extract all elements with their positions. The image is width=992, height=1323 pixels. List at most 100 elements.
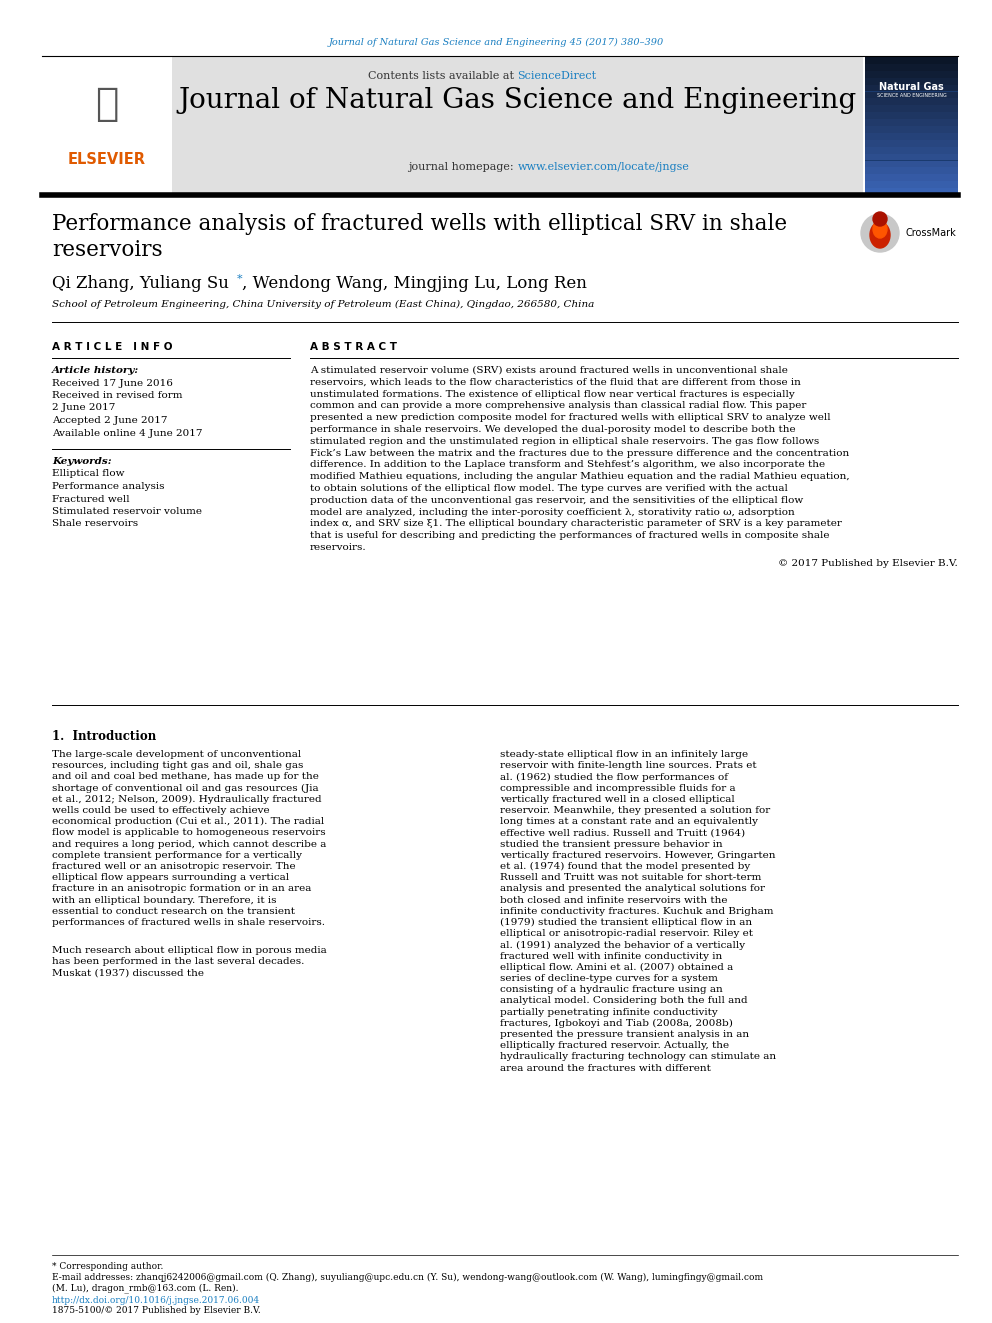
Text: Qi Zhang, Yuliang Su: Qi Zhang, Yuliang Su <box>52 275 229 292</box>
Text: et al., 2012; Nelson, 2009). Hydraulically fractured: et al., 2012; Nelson, 2009). Hydraulical… <box>52 795 321 804</box>
Text: E-mail addresses: zhanqj6242006@gmail.com (Q. Zhang), suyuliang@upc.edu.cn (Y. S: E-mail addresses: zhanqj6242006@gmail.co… <box>52 1273 763 1282</box>
Text: area around the fractures with different: area around the fractures with different <box>500 1064 711 1073</box>
Bar <box>865 91 958 98</box>
Text: analysis and presented the analytical solutions for: analysis and presented the analytical so… <box>500 884 765 893</box>
Bar <box>865 175 958 181</box>
Text: compressible and incompressible fluids for a: compressible and incompressible fluids f… <box>500 783 736 792</box>
Text: effective well radius. Russell and Truitt (1964): effective well radius. Russell and Truit… <box>500 828 745 837</box>
Text: stimulated region and the unstimulated region in elliptical shale reservoirs. Th: stimulated region and the unstimulated r… <box>310 437 819 446</box>
Text: long times at a constant rate and an equivalently: long times at a constant rate and an equ… <box>500 818 758 826</box>
Bar <box>42 57 172 194</box>
Text: Journal of Natural Gas Science and Engineering: Journal of Natural Gas Science and Engin… <box>179 87 857 114</box>
Text: elliptical flow appears surrounding a vertical: elliptical flow appears surrounding a ve… <box>52 873 289 882</box>
Text: difference. In addition to the Laplace transform and Stehfest’s algorithm, we al: difference. In addition to the Laplace t… <box>310 460 825 470</box>
Text: index α, and SRV size ξ1. The elliptical boundary characteristic parameter of SR: index α, and SRV size ξ1. The elliptical… <box>310 520 842 528</box>
Text: Much research about elliptical flow in porous media: Much research about elliptical flow in p… <box>52 946 326 955</box>
Text: (1979) studied the transient elliptical flow in an: (1979) studied the transient elliptical … <box>500 918 752 927</box>
Bar <box>865 78 958 85</box>
Text: Performance analysis of fractured wells with elliptical SRV in shale: Performance analysis of fractured wells … <box>52 213 787 235</box>
Text: Muskat (1937) discussed the: Muskat (1937) discussed the <box>52 968 204 978</box>
Text: and requires a long period, which cannot describe a: and requires a long period, which cannot… <box>52 840 326 848</box>
Bar <box>865 71 958 78</box>
Bar <box>172 57 863 194</box>
Text: elliptically fractured reservoir. Actually, the: elliptically fractured reservoir. Actual… <box>500 1041 729 1050</box>
Text: vertically fractured reservoirs. However, Gringarten: vertically fractured reservoirs. However… <box>500 851 776 860</box>
Text: Fractured well: Fractured well <box>52 495 130 504</box>
Text: consisting of a hydraulic fracture using an: consisting of a hydraulic fracture using… <box>500 986 723 994</box>
Text: Natural Gas: Natural Gas <box>879 82 943 93</box>
Text: hydraulically fracturing technology can stimulate an: hydraulically fracturing technology can … <box>500 1052 776 1061</box>
Text: journal homepage:: journal homepage: <box>409 161 518 172</box>
Text: that is useful for describing and predicting the performances of fractured wells: that is useful for describing and predic… <box>310 532 829 540</box>
Text: Stimulated reservoir volume: Stimulated reservoir volume <box>52 507 202 516</box>
Text: fractured well with infinite conductivity in: fractured well with infinite conductivit… <box>500 951 722 960</box>
Text: The large-scale development of unconventional: The large-scale development of unconvent… <box>52 750 302 759</box>
Text: ELSEVIER: ELSEVIER <box>68 152 146 167</box>
Text: with an elliptical boundary. Therefore, it is: with an elliptical boundary. Therefore, … <box>52 896 277 905</box>
Text: al. (1962) studied the flow performances of: al. (1962) studied the flow performances… <box>500 773 728 782</box>
Text: http://dx.doi.org/10.1016/j.jngse.2017.06.004: http://dx.doi.org/10.1016/j.jngse.2017.0… <box>52 1297 260 1304</box>
Bar <box>865 160 958 168</box>
Text: (M. Lu), dragon_rmb@163.com (L. Ren).: (M. Lu), dragon_rmb@163.com (L. Ren). <box>52 1283 238 1293</box>
Text: , Wendong Wang, Mingjing Lu, Long Ren: , Wendong Wang, Mingjing Lu, Long Ren <box>242 275 587 292</box>
Bar <box>865 140 958 147</box>
Text: School of Petroleum Engineering, China University of Petroleum (East China), Qin: School of Petroleum Engineering, China U… <box>52 300 594 310</box>
Text: A B S T R A C T: A B S T R A C T <box>310 343 397 352</box>
Text: al. (1991) analyzed the behavior of a vertically: al. (1991) analyzed the behavior of a ve… <box>500 941 745 950</box>
Bar <box>865 188 958 194</box>
Bar <box>865 126 958 132</box>
Text: Article history:: Article history: <box>52 366 139 374</box>
Text: model are analyzed, including the inter-porosity coefficient λ, storativity rati: model are analyzed, including the inter-… <box>310 508 795 516</box>
Text: unstimulated formations. The existence of elliptical flow near vertical fracture: unstimulated formations. The existence o… <box>310 389 795 398</box>
Text: reservoirs, which leads to the flow characteristics of the fluid that are differ: reservoirs, which leads to the flow char… <box>310 378 801 386</box>
Text: series of decline-type curves for a system: series of decline-type curves for a syst… <box>500 974 718 983</box>
Text: fracture in an anisotropic formation or in an area: fracture in an anisotropic formation or … <box>52 884 311 893</box>
Text: Received in revised form: Received in revised form <box>52 392 183 400</box>
Text: 1875-5100/© 2017 Published by Elsevier B.V.: 1875-5100/© 2017 Published by Elsevier B… <box>52 1306 261 1315</box>
Text: reservoirs: reservoirs <box>52 239 163 261</box>
Bar <box>865 132 958 140</box>
Bar <box>865 181 958 188</box>
Text: infinite conductivity fractures. Kuchuk and Brigham: infinite conductivity fractures. Kuchuk … <box>500 906 774 916</box>
Bar <box>865 64 958 71</box>
Text: reservoir with finite-length line sources. Prats et: reservoir with finite-length line source… <box>500 761 757 770</box>
Text: Received 17 June 2016: Received 17 June 2016 <box>52 378 173 388</box>
Ellipse shape <box>873 220 887 238</box>
Text: wells could be used to effectively achieve: wells could be used to effectively achie… <box>52 806 270 815</box>
Text: © 2017 Published by Elsevier B.V.: © 2017 Published by Elsevier B.V. <box>779 558 958 568</box>
Text: Keywords:: Keywords: <box>52 456 112 466</box>
Bar <box>865 153 958 160</box>
Text: vertically fractured well in a closed elliptical: vertically fractured well in a closed el… <box>500 795 735 804</box>
Circle shape <box>861 214 899 251</box>
Bar <box>865 119 958 126</box>
Text: elliptical flow. Amini et al. (2007) obtained a: elliptical flow. Amini et al. (2007) obt… <box>500 963 733 972</box>
Text: 1.  Introduction: 1. Introduction <box>52 730 157 744</box>
Text: reservoir. Meanwhile, they presented a solution for: reservoir. Meanwhile, they presented a s… <box>500 806 770 815</box>
Bar <box>865 147 958 153</box>
Text: analytical model. Considering both the full and: analytical model. Considering both the f… <box>500 996 748 1005</box>
Text: common and can provide a more comprehensive analysis than classical radial flow.: common and can provide a more comprehens… <box>310 401 806 410</box>
Text: production data of the unconventional gas reservoir, and the sensitivities of th: production data of the unconventional ga… <box>310 496 804 505</box>
Text: presented a new prediction composite model for fractured wells with elliptical S: presented a new prediction composite mod… <box>310 413 830 422</box>
Text: complete transient performance for a vertically: complete transient performance for a ver… <box>52 851 302 860</box>
Ellipse shape <box>870 222 890 247</box>
Text: performances of fractured wells in shale reservoirs.: performances of fractured wells in shale… <box>52 918 325 927</box>
Text: * Corresponding author.: * Corresponding author. <box>52 1262 164 1271</box>
Text: A R T I C L E   I N F O: A R T I C L E I N F O <box>52 343 173 352</box>
Text: has been performed in the last several decades.: has been performed in the last several d… <box>52 958 305 966</box>
Text: essential to conduct research on the transient: essential to conduct research on the tra… <box>52 906 295 916</box>
Text: shortage of conventional oil and gas resources (Jia: shortage of conventional oil and gas res… <box>52 783 318 792</box>
Text: Performance analysis: Performance analysis <box>52 482 165 491</box>
Text: A stimulated reservoir volume (SRV) exists around fractured wells in unconventio: A stimulated reservoir volume (SRV) exis… <box>310 366 788 374</box>
Text: *: * <box>237 274 243 284</box>
Text: and oil and coal bed methane, has made up for the: and oil and coal bed methane, has made u… <box>52 773 318 782</box>
Text: studied the transient pressure behavior in: studied the transient pressure behavior … <box>500 840 722 848</box>
Text: reservoirs.: reservoirs. <box>310 542 367 552</box>
Text: 2 June 2017: 2 June 2017 <box>52 404 115 413</box>
Text: 🌳: 🌳 <box>95 85 119 123</box>
Text: CrossMark: CrossMark <box>905 228 955 238</box>
Text: Available online 4 June 2017: Available online 4 June 2017 <box>52 429 202 438</box>
Bar <box>865 98 958 106</box>
Text: to obtain solutions of the elliptical flow model. The type curves are verified w: to obtain solutions of the elliptical fl… <box>310 484 788 493</box>
Bar <box>865 57 958 194</box>
